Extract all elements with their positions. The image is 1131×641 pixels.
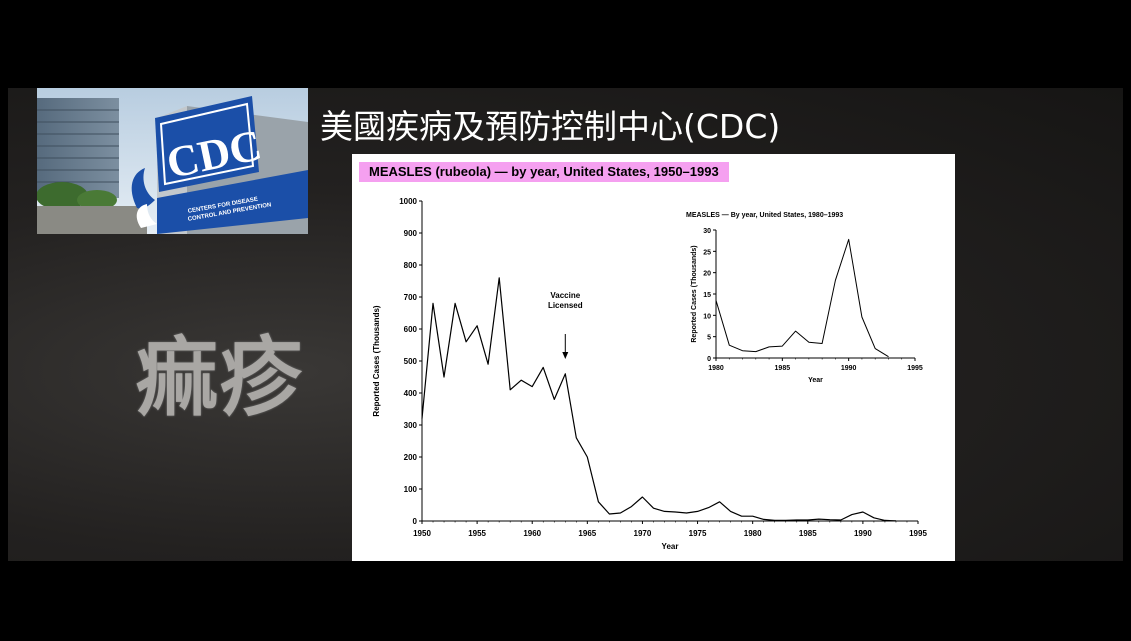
main-y-tick-label: 800 (404, 261, 418, 270)
main-y-tick-label: 0 (413, 517, 418, 526)
main-x-tick-label: 1965 (578, 529, 596, 538)
annotation-arrow-head (562, 352, 569, 359)
inset-x-tick-label: 1980 (708, 365, 724, 372)
inset-y-axis-label: Reported Cases (Thousands) (691, 245, 698, 342)
main-y-tick-label: 500 (404, 357, 418, 366)
slide-title: 美國疾病及預防控制中心(CDC) (320, 107, 781, 146)
main-x-tick-label: 1995 (909, 529, 927, 538)
inset-y-tick-label: 5 (707, 335, 711, 342)
main-y-tick-label: 1000 (399, 197, 417, 206)
chart-title: MEASLES (rubeola) — by year, United Stat… (359, 162, 729, 182)
main-x-tick-label: 1985 (799, 529, 817, 538)
main-y-tick-label: 100 (404, 485, 418, 494)
main-y-tick-label: 300 (404, 421, 418, 430)
main-x-tick-label: 1960 (523, 529, 541, 538)
main-x-tick-label: 1970 (634, 529, 652, 538)
main-x-tick-label: 1950 (413, 529, 431, 538)
annotation-vaccine-line1: Vaccine (550, 291, 580, 300)
inset-y-tick-label: 25 (703, 249, 711, 256)
main-x-axis-label: Year (662, 542, 679, 551)
main-y-tick-label: 400 (404, 389, 418, 398)
slide-background: CDC CENTERS FOR DISEASE CONTROL AND PREV… (8, 88, 1123, 561)
inset-y-tick-label: 10 (703, 313, 711, 320)
main-x-tick-label: 1990 (854, 529, 872, 538)
main-y-tick-label: 200 (404, 453, 418, 462)
chart-panel: 0 100 200 300 400 500 600 700 800 900 1000 1950 1955… (352, 154, 955, 561)
inset-x-tick-label: 1985 (775, 365, 791, 372)
main-y-tick-label: 900 (404, 229, 418, 238)
inset-y-tick-label: 30 (703, 228, 711, 235)
inset-y-tick-label: 0 (707, 356, 711, 363)
main-y-tick-label: 700 (404, 293, 418, 302)
main-series-line (421, 277, 897, 522)
inset-x-axis-label: Year (808, 377, 823, 384)
main-x-tick-label: 1975 (689, 529, 707, 538)
cdc-sign-photo: CDC CENTERS FOR DISEASE CONTROL AND PREV… (37, 88, 308, 234)
main-y-tick-label: 600 (404, 325, 418, 334)
main-x-tick-label: 1955 (468, 529, 486, 538)
main-y-axis-label: Reported Cases (Thousands) (372, 305, 381, 416)
inset-y-tick-label: 15 (703, 292, 711, 299)
inset-series-line (715, 238, 889, 358)
inset-chart-title: MEASLES — By year, United States, 1980–1… (686, 212, 843, 219)
measles-big-word: 痲疹 (136, 328, 305, 428)
main-x-tick-label: 1980 (744, 529, 762, 538)
inset-x-tick-label: 1990 (841, 365, 857, 372)
annotation-vaccine-line2: Licensed (548, 301, 583, 310)
inset-y-tick-label: 20 (703, 271, 711, 278)
inset-x-tick-label: 1995 (907, 365, 923, 372)
